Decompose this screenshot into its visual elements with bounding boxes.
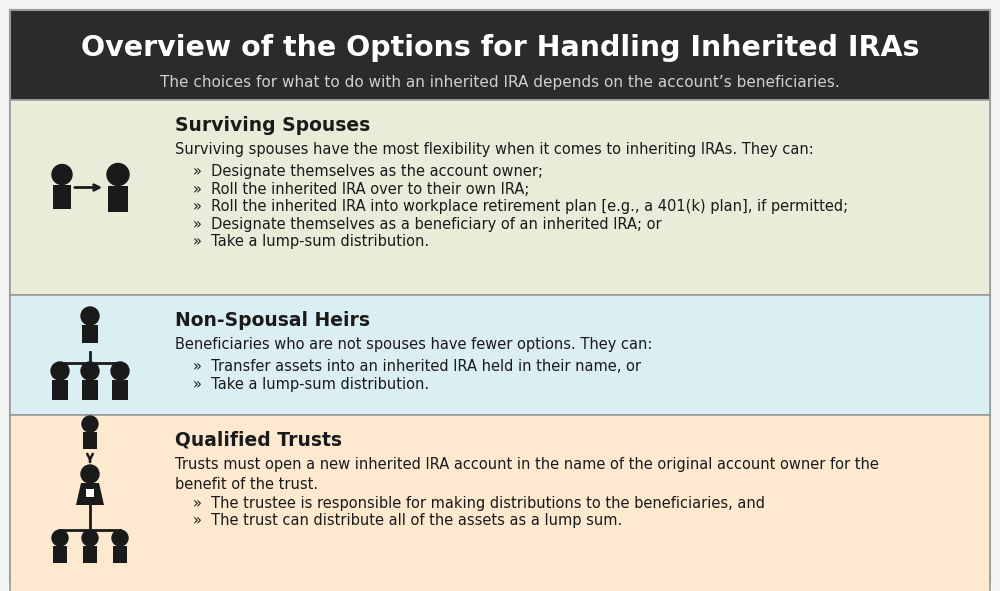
- FancyBboxPatch shape: [10, 415, 990, 591]
- FancyBboxPatch shape: [82, 325, 98, 343]
- Circle shape: [52, 164, 72, 184]
- Circle shape: [111, 362, 129, 380]
- Text: Qualified Trusts: Qualified Trusts: [175, 431, 342, 450]
- FancyBboxPatch shape: [86, 489, 94, 497]
- FancyBboxPatch shape: [82, 380, 98, 400]
- Circle shape: [82, 416, 98, 432]
- FancyBboxPatch shape: [52, 380, 68, 400]
- FancyBboxPatch shape: [83, 432, 97, 449]
- Circle shape: [52, 530, 68, 546]
- FancyBboxPatch shape: [53, 546, 67, 563]
- FancyBboxPatch shape: [10, 100, 990, 295]
- Text: The choices for what to do with an inherited IRA depends on the account’s benefi: The choices for what to do with an inher…: [160, 74, 840, 89]
- Text: Overview of the Options for Handling Inherited IRAs: Overview of the Options for Handling Inh…: [81, 34, 919, 62]
- Text: »  The trust can distribute all of the assets as a lump sum.: » The trust can distribute all of the as…: [193, 514, 622, 528]
- Text: Surviving Spouses: Surviving Spouses: [175, 116, 370, 135]
- Circle shape: [107, 164, 129, 186]
- Text: Beneficiaries who are not spouses have fewer options. They can:: Beneficiaries who are not spouses have f…: [175, 337, 652, 352]
- Circle shape: [82, 530, 98, 546]
- FancyBboxPatch shape: [108, 186, 128, 212]
- Text: »  Roll the inherited IRA over to their own IRA;: » Roll the inherited IRA over to their o…: [193, 181, 529, 196]
- Text: Non-Spousal Heirs: Non-Spousal Heirs: [175, 311, 370, 330]
- FancyBboxPatch shape: [113, 546, 127, 563]
- Text: »  Take a lump-sum distribution.: » Take a lump-sum distribution.: [193, 234, 429, 249]
- Circle shape: [112, 530, 128, 546]
- Text: »  Designate themselves as a beneficiary of an inherited IRA; or: » Designate themselves as a beneficiary …: [193, 216, 662, 232]
- Polygon shape: [76, 483, 104, 505]
- Text: »  Transfer assets into an inherited IRA held in their name, or: » Transfer assets into an inherited IRA …: [193, 359, 641, 374]
- Text: Trusts must open a new inherited IRA account in the name of the original account: Trusts must open a new inherited IRA acc…: [175, 457, 879, 492]
- Circle shape: [51, 362, 69, 380]
- FancyBboxPatch shape: [10, 10, 990, 100]
- Text: »  Designate themselves as the account owner;: » Designate themselves as the account ow…: [193, 164, 543, 179]
- FancyBboxPatch shape: [112, 380, 128, 400]
- Circle shape: [81, 362, 99, 380]
- Text: »  Take a lump-sum distribution.: » Take a lump-sum distribution.: [193, 376, 429, 391]
- FancyBboxPatch shape: [53, 184, 71, 209]
- Circle shape: [81, 307, 99, 325]
- Circle shape: [81, 465, 99, 483]
- FancyBboxPatch shape: [10, 295, 990, 415]
- FancyBboxPatch shape: [81, 483, 99, 505]
- FancyBboxPatch shape: [83, 546, 97, 563]
- FancyBboxPatch shape: [10, 10, 990, 581]
- Text: Surviving spouses have the most flexibility when it comes to inheriting IRAs. Th: Surviving spouses have the most flexibil…: [175, 142, 814, 157]
- Text: »  Roll the inherited IRA into workplace retirement plan [e.g., a 401(k) plan], : » Roll the inherited IRA into workplace …: [193, 199, 848, 214]
- Text: »  The trustee is responsible for making distributions to the beneficiaries, and: » The trustee is responsible for making …: [193, 496, 765, 511]
